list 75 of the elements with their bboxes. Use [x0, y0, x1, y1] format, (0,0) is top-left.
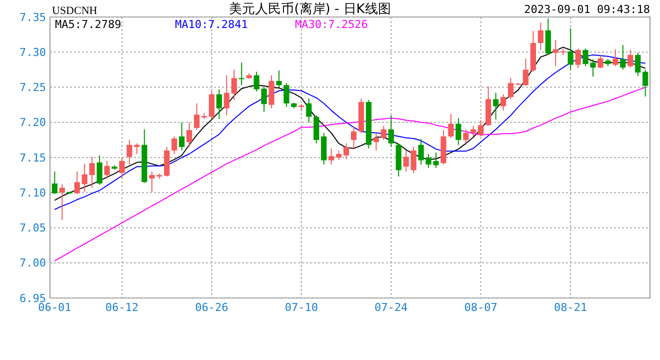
- y-tick-label: 7.10: [20, 186, 46, 200]
- candlestick: [470, 125, 476, 137]
- y-tick-label: 7.00: [20, 256, 46, 270]
- candlestick: [186, 122, 192, 148]
- y-tick-label: 7.20: [20, 116, 46, 130]
- candlestick: [82, 163, 88, 192]
- candlestick: [456, 118, 462, 146]
- candlestick: [238, 62, 244, 86]
- text: 2023-09-01 09:43:18: [524, 3, 650, 16]
- x-tick-label: 06-12: [105, 301, 139, 314]
- candlestick: [612, 48, 618, 67]
- candlestick: [508, 78, 514, 100]
- candlestick: [284, 82, 290, 108]
- y-tick-label: 7.35: [20, 10, 46, 24]
- candlestick: [208, 90, 214, 120]
- candlestick: [96, 154, 102, 186]
- candlestick: [598, 55, 604, 69]
- candlestick: [500, 94, 506, 111]
- candlestick: [119, 157, 125, 180]
- candlestick: [74, 171, 80, 195]
- x-tick-label: 08-07: [464, 301, 498, 314]
- candlestick: [350, 126, 357, 149]
- candlestick: [306, 98, 312, 123]
- candlestick: [171, 136, 178, 154]
- candlestick: [126, 139, 132, 166]
- candlestick: [276, 70, 282, 88]
- text: MA10:7.2841: [175, 18, 248, 31]
- candlestick: [194, 102, 200, 131]
- candlestick: [568, 28, 574, 70]
- candlestick: [321, 132, 327, 166]
- candlestick: [635, 52, 641, 77]
- y-tick-label: 7.05: [20, 222, 46, 235]
- x-tick-label: 07-10: [284, 301, 318, 314]
- line-series: [54, 86, 646, 262]
- text: MA30:7.2526: [295, 18, 368, 31]
- candlestick: [373, 132, 379, 151]
- candlestick: [538, 22, 544, 51]
- y-tick-label: 7.25: [20, 81, 46, 94]
- candlestick: [575, 48, 581, 69]
- candlestick: [149, 171, 155, 192]
- candlestick: [231, 69, 237, 100]
- candlestick: [463, 128, 469, 144]
- candlestick: [478, 120, 484, 137]
- candlestick: [380, 125, 386, 140]
- candlestick: [620, 44, 626, 70]
- y-tick-label: 7.15: [20, 151, 46, 164]
- candlestick: [343, 142, 350, 160]
- candlestick: [492, 92, 499, 120]
- candlestick: [448, 113, 454, 138]
- candlestick: [642, 69, 648, 97]
- candlestick: [328, 148, 334, 166]
- candlestick: [268, 74, 274, 109]
- candlestick: [388, 114, 394, 148]
- x-tick-label: 08-21: [554, 301, 588, 314]
- candlestick: [216, 88, 222, 120]
- x-tick-label: 06-01: [38, 301, 72, 314]
- chart-subtitle: USDCNH: [52, 5, 98, 17]
- candlestick: [314, 114, 320, 144]
- candlestick: [522, 58, 529, 86]
- candlestick: [134, 142, 140, 154]
- text: MA5:7.2789: [55, 18, 122, 31]
- y-tick-label: 7.30: [20, 46, 46, 59]
- x-tick-label: 07-24: [374, 301, 408, 314]
- candlestick: [552, 40, 558, 67]
- candlestick: [59, 184, 65, 221]
- chart-title: 美元人民币(离岸) - 日K线图: [229, 1, 391, 17]
- x-tick-label: 06-26: [195, 301, 228, 314]
- candlestick: [52, 171, 58, 195]
- candlestick: [336, 150, 342, 160]
- candlestick: [89, 156, 95, 188]
- candlestick: [178, 122, 185, 151]
- candlestick: [104, 160, 110, 180]
- candlestick: [545, 18, 551, 56]
- candlestick: [224, 74, 230, 116]
- candlestick: [628, 50, 634, 68]
